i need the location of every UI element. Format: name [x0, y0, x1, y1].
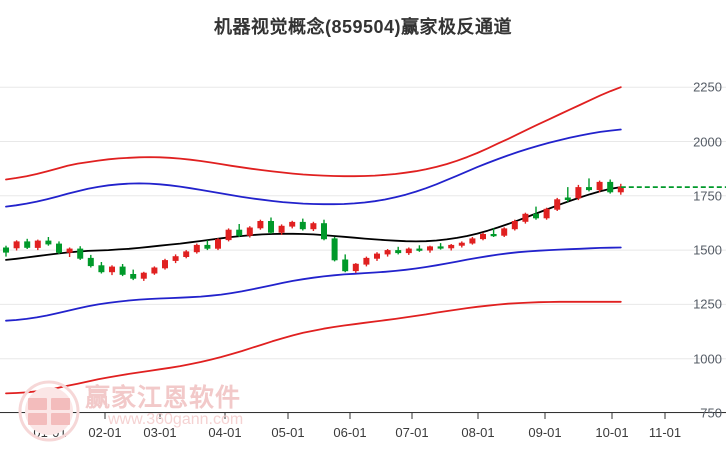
series-line [5, 246, 622, 322]
series-line [5, 300, 622, 395]
candlestick [24, 238, 31, 249]
x-axis: 01-0102-0103-0104-0105-0106-0107-0108-01… [0, 416, 726, 450]
candlestick [278, 224, 285, 235]
candlestick [299, 218, 306, 231]
candlestick [575, 184, 582, 201]
x-tick-label-05-01: 05-01 [271, 425, 305, 440]
candlestick [119, 264, 126, 277]
candlestick [479, 232, 486, 241]
price-chart-plot [0, 60, 726, 419]
candlestick [246, 226, 253, 238]
candlestick [342, 254, 349, 273]
candlestick [416, 245, 423, 252]
candlestick [151, 266, 158, 275]
candlestick [501, 227, 508, 237]
candlestick [586, 178, 593, 192]
candlestick [45, 237, 52, 246]
candlestick [384, 249, 391, 257]
series-line [5, 86, 622, 181]
candlestick [522, 212, 529, 224]
x-tick-label-02-01: 02-01 [88, 425, 122, 440]
x-tick-label-03-01: 03-01 [143, 425, 177, 440]
candlestick [130, 269, 137, 281]
x-tick-label-09-01: 09-01 [528, 425, 562, 440]
candlestick [236, 224, 243, 237]
candlestick [511, 219, 518, 231]
candlestick [458, 241, 465, 248]
candlestick [405, 247, 412, 255]
candlestick [267, 217, 274, 234]
candlestick [13, 240, 20, 251]
brand-logo-watermark [18, 380, 80, 442]
candlestick [161, 258, 168, 270]
candlestick [363, 256, 370, 267]
candlestick [310, 221, 317, 231]
x-tick-label-08-01: 08-01 [461, 425, 495, 440]
candlestick [331, 237, 338, 262]
candlestick [193, 243, 200, 254]
candlestick [66, 247, 73, 257]
candlestick [77, 246, 84, 260]
x-tick-label-07-01: 07-01 [395, 425, 429, 440]
page-title: 机器视觉概念(859504)赢家极反通道 [213, 17, 513, 37]
candlestick [289, 220, 296, 229]
candlestick [426, 245, 433, 253]
candlestick [225, 228, 232, 242]
candlestick [373, 252, 380, 261]
x-tick-label-10-01: 10-01 [595, 425, 629, 440]
candlestick [469, 237, 476, 245]
candlestick [490, 228, 497, 237]
candlestick [204, 240, 211, 251]
candlestick [564, 187, 571, 202]
candlestick [3, 245, 9, 257]
candlestick [617, 183, 624, 195]
candlestick [214, 238, 221, 251]
candlestick [596, 180, 603, 193]
candlestick [352, 263, 359, 273]
candlestick [448, 244, 455, 251]
candlestick [98, 262, 105, 274]
candlestick [543, 207, 550, 220]
candlestick [607, 179, 614, 194]
candlestick [437, 243, 444, 250]
candlestick [257, 219, 264, 230]
candlestick [395, 246, 402, 255]
x-tick-label-11-01: 11-01 [648, 425, 682, 440]
candlestick [554, 197, 561, 211]
candlestick [533, 206, 540, 220]
candlestick [87, 254, 94, 268]
candlestick [320, 219, 327, 241]
candlestick [183, 250, 190, 259]
series-line [5, 186, 622, 261]
candlestick [172, 254, 179, 264]
x-tick-label-06-01: 06-01 [333, 425, 367, 440]
candlestick [109, 265, 116, 276]
candlestick [56, 241, 63, 254]
candlestick [34, 239, 41, 251]
brand-watermark: 赢家江恩软件 [85, 384, 242, 412]
chart-canvas [0, 86, 726, 419]
series-line [5, 128, 622, 208]
candlestick [140, 271, 147, 281]
url-watermark: www.360gann.com [108, 411, 244, 428]
x-tick-label-04-01: 04-01 [208, 425, 242, 440]
